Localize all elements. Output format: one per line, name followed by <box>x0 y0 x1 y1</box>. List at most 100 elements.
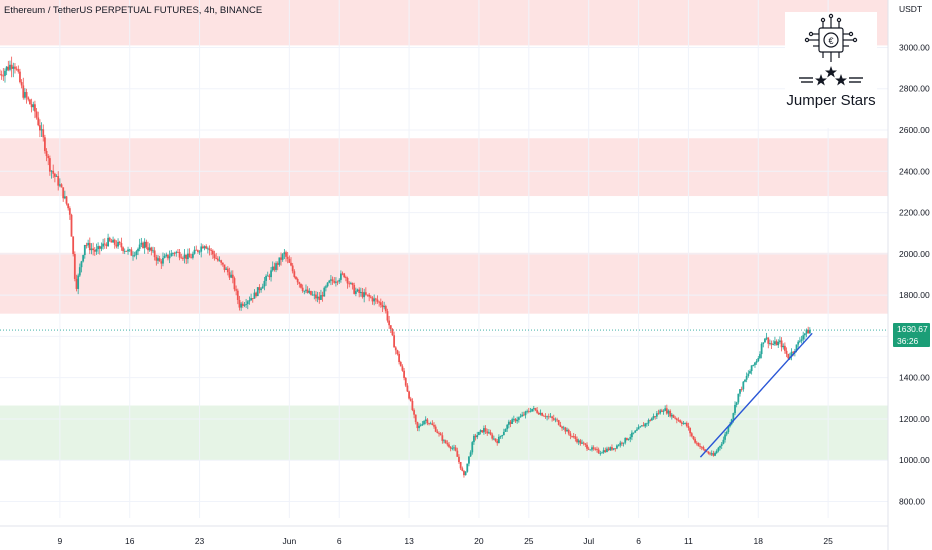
candle-body <box>336 281 339 283</box>
candle-body <box>323 287 326 297</box>
candle-body <box>559 424 562 427</box>
candle-body <box>215 258 218 259</box>
candle-body <box>416 421 419 429</box>
candle-body <box>100 246 103 249</box>
candle-body <box>78 267 81 276</box>
candle-body <box>208 248 211 251</box>
candle-body <box>196 250 199 252</box>
candle-body <box>153 250 156 258</box>
time-tick-label: 9 <box>57 536 62 546</box>
candle-body <box>443 440 445 442</box>
candle-body <box>281 254 284 260</box>
resistance-zone <box>0 0 888 46</box>
candle-body <box>188 253 191 258</box>
candle-body <box>291 265 294 272</box>
circuit-coin-stars-icon: € <box>799 13 863 86</box>
candle-body <box>155 257 158 261</box>
candle-body <box>359 291 362 293</box>
candle-body <box>42 129 45 138</box>
candle-body <box>672 414 675 418</box>
candle-body <box>138 244 141 249</box>
candle-body <box>225 268 228 270</box>
price-tick-label: 1400.00 <box>899 373 930 383</box>
candle-body <box>77 275 80 289</box>
resistance-zone <box>0 138 888 197</box>
candle-body <box>67 203 70 209</box>
time-axis[interactable]: 9 16 23 Jun 6 13 20 25 Jul 6 11 18 25 <box>57 536 833 546</box>
candle-body <box>607 448 610 451</box>
candle-body <box>245 304 248 305</box>
candle-body <box>704 449 706 452</box>
candle-body <box>669 410 672 417</box>
candle-body <box>744 379 746 382</box>
candle-body <box>40 129 43 131</box>
candle-body <box>609 447 612 451</box>
candle-body <box>512 418 515 420</box>
candle-body <box>316 296 319 299</box>
candle-body <box>80 261 83 268</box>
candle-body <box>107 237 109 247</box>
candle-body <box>391 328 394 336</box>
candle-body <box>90 248 93 251</box>
candle-body <box>130 249 133 256</box>
candle-body <box>742 381 745 390</box>
candle-body <box>20 82 23 86</box>
candle-body <box>798 340 801 342</box>
candle-body <box>221 262 224 265</box>
candle-body <box>165 254 168 256</box>
candle-body <box>542 415 545 417</box>
candle-body <box>243 304 246 306</box>
candle-body <box>193 249 196 254</box>
candle-body <box>649 420 652 421</box>
candle-body <box>271 266 274 271</box>
candle-body <box>300 283 302 288</box>
candle-body <box>373 298 376 302</box>
candle-body <box>168 256 171 259</box>
candle-body <box>404 377 407 386</box>
candle-body <box>133 254 136 256</box>
candle-body <box>700 446 703 448</box>
candle-body <box>631 432 633 438</box>
candle-body <box>655 413 658 417</box>
candle-body <box>235 289 238 291</box>
candle-body <box>571 436 573 437</box>
candle-body <box>504 429 507 432</box>
candle-body <box>541 412 544 416</box>
candle-body <box>331 279 334 282</box>
candle-body <box>424 419 427 421</box>
zone-layer <box>0 0 888 461</box>
candle-body <box>57 176 60 186</box>
candle-body <box>561 426 563 429</box>
candle-body <box>469 452 472 457</box>
candle-body <box>210 250 213 251</box>
candle-body <box>132 255 134 257</box>
candle-body <box>747 373 750 376</box>
candle-body <box>9 64 11 70</box>
candle-body <box>755 361 758 363</box>
candle-body <box>344 277 347 278</box>
candle-body <box>547 416 550 418</box>
time-tick-label: Jul <box>583 536 594 546</box>
candle-body <box>0 74 1 76</box>
candle-body <box>37 117 40 126</box>
price-axis-unit: USDT <box>899 4 922 14</box>
candle-body <box>226 268 229 273</box>
candle-body <box>496 440 499 444</box>
candle-body <box>7 66 10 70</box>
price-axis[interactable]: 800.001000.001200.001400.001600.001800.0… <box>899 4 930 506</box>
candle-body <box>301 287 304 291</box>
candle-body <box>285 252 287 257</box>
candle-body <box>675 418 678 421</box>
candle-body <box>376 299 379 302</box>
candle-body <box>311 294 314 296</box>
candle-body <box>122 247 124 252</box>
candle-body <box>769 343 771 344</box>
time-tick-label: 13 <box>404 536 414 546</box>
candle-body <box>325 286 327 288</box>
candle-body <box>260 288 262 291</box>
candle-body <box>487 432 490 434</box>
candle-body <box>2 75 5 77</box>
price-tick-label: 2800.00 <box>899 84 930 94</box>
current-price-label: 1630.67 <box>897 324 928 334</box>
